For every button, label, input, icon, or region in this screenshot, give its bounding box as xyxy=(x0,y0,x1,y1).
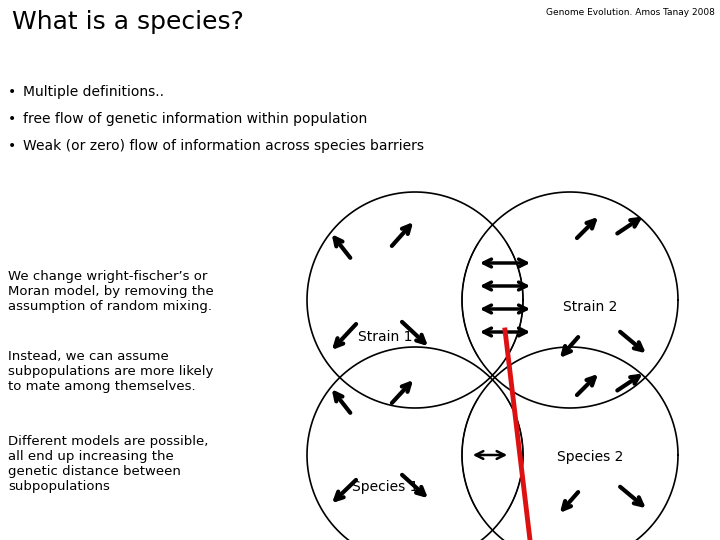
Text: Genome Evolution. Amos Tanay 2008: Genome Evolution. Amos Tanay 2008 xyxy=(546,8,715,17)
Text: Species 1: Species 1 xyxy=(352,480,418,494)
Text: We change wright-fischer’s or
Moran model, by removing the
assumption of random : We change wright-fischer’s or Moran mode… xyxy=(8,270,214,313)
Text: Weak (or zero) flow of information across species barriers: Weak (or zero) flow of information acros… xyxy=(23,139,424,153)
Text: •: • xyxy=(8,139,17,153)
Text: Strain 2: Strain 2 xyxy=(563,300,617,314)
Text: Strain 1: Strain 1 xyxy=(358,330,413,344)
Text: •: • xyxy=(8,85,17,99)
Text: free flow of genetic information within population: free flow of genetic information within … xyxy=(23,112,367,126)
Text: Multiple definitions..: Multiple definitions.. xyxy=(23,85,164,99)
Text: Instead, we can assume
subpopulations are more likely
to mate among themselves.: Instead, we can assume subpopulations ar… xyxy=(8,350,213,393)
Text: •: • xyxy=(8,112,17,126)
Text: Different models are possible,
all end up increasing the
genetic distance betwee: Different models are possible, all end u… xyxy=(8,435,208,493)
Text: Species 2: Species 2 xyxy=(557,450,624,464)
Text: What is a species?: What is a species? xyxy=(12,10,244,34)
